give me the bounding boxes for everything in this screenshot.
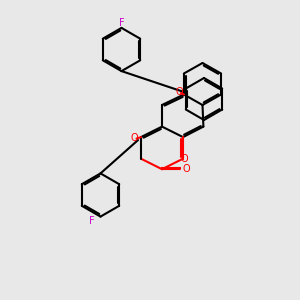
Text: O: O	[130, 133, 138, 143]
Text: O: O	[181, 154, 188, 164]
Text: O: O	[183, 164, 190, 174]
Text: O: O	[176, 87, 183, 97]
Text: F: F	[89, 216, 95, 226]
Text: F: F	[119, 17, 124, 28]
